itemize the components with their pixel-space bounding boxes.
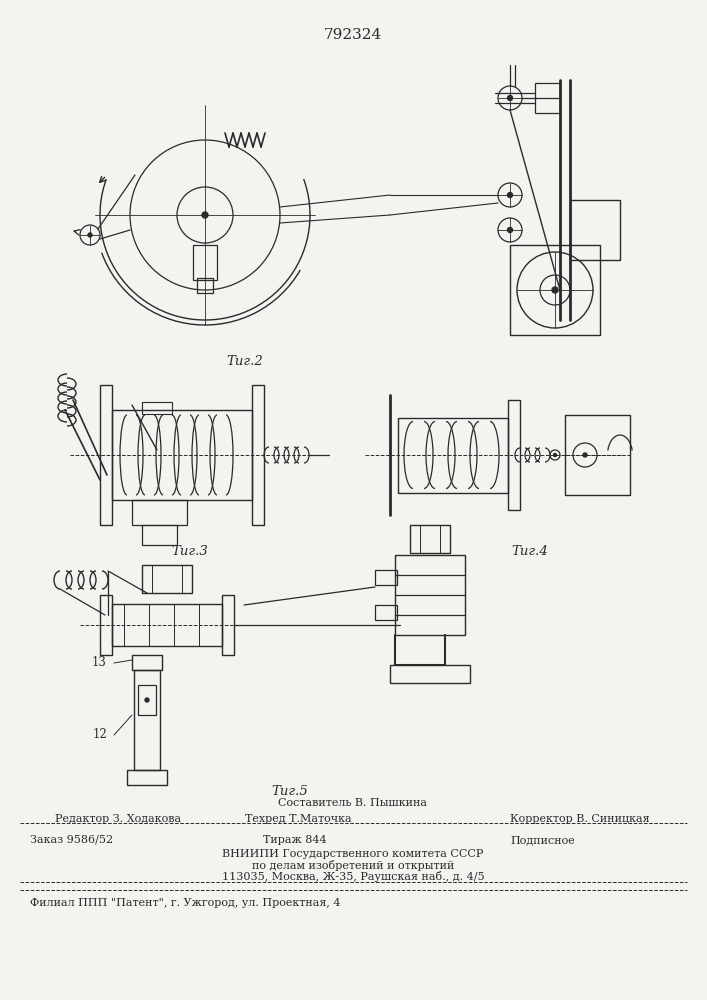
Text: 113035, Москва, Ж-35, Раушская наб., д. 4/5: 113035, Москва, Ж-35, Раушская наб., д. … bbox=[222, 871, 484, 882]
Bar bbox=[142, 402, 172, 414]
Text: Корректор В. Синицкая: Корректор В. Синицкая bbox=[510, 814, 650, 824]
Bar bbox=[127, 770, 167, 785]
Text: Тираж 844: Тираж 844 bbox=[263, 835, 327, 845]
Text: Заказ 9586/52: Заказ 9586/52 bbox=[30, 835, 113, 845]
Bar bbox=[252, 385, 264, 525]
Circle shape bbox=[552, 287, 558, 293]
Circle shape bbox=[508, 96, 513, 101]
Bar bbox=[410, 525, 450, 553]
Circle shape bbox=[508, 192, 513, 198]
Bar bbox=[535, 83, 560, 113]
Bar bbox=[132, 500, 187, 525]
Text: Техред Т.Маточка: Техред Т.Маточка bbox=[245, 814, 351, 824]
Text: 792324: 792324 bbox=[324, 28, 382, 42]
Bar bbox=[132, 655, 162, 670]
Text: Τиг.2: Τиг.2 bbox=[227, 355, 264, 368]
Bar bbox=[398, 418, 508, 493]
Bar bbox=[510, 245, 600, 335]
Bar bbox=[138, 685, 156, 715]
Bar bbox=[100, 385, 112, 525]
Text: Τиг.3: Τиг.3 bbox=[172, 545, 209, 558]
Text: Составитель В. Пышкина: Составитель В. Пышкина bbox=[279, 798, 428, 808]
Text: 13: 13 bbox=[92, 656, 107, 670]
Bar bbox=[112, 410, 252, 500]
Text: 12: 12 bbox=[92, 728, 107, 742]
Text: Τиг.5: Τиг.5 bbox=[271, 785, 308, 798]
Circle shape bbox=[88, 233, 92, 237]
Circle shape bbox=[202, 212, 208, 218]
Bar bbox=[197, 278, 213, 293]
Bar bbox=[112, 604, 222, 646]
Bar bbox=[142, 525, 177, 545]
Text: по делам изобретений и открытий: по делам изобретений и открытий bbox=[252, 860, 454, 871]
Bar bbox=[390, 665, 470, 683]
Circle shape bbox=[583, 453, 587, 457]
Text: ВНИИПИ Государственного комитета СССР: ВНИИПИ Государственного комитета СССР bbox=[222, 849, 484, 859]
Text: Филиал ППП "Патент", г. Ужгород, ул. Проектная, 4: Филиал ППП "Патент", г. Ужгород, ул. Про… bbox=[30, 898, 341, 908]
Text: Редактор З. Ходакова: Редактор З. Ходакова bbox=[55, 814, 181, 824]
Bar bbox=[395, 555, 465, 635]
Bar bbox=[100, 595, 112, 655]
Bar bbox=[508, 400, 520, 510]
Bar bbox=[142, 565, 192, 593]
Text: Τиг.4: Τиг.4 bbox=[512, 545, 549, 558]
Circle shape bbox=[554, 454, 556, 456]
Bar bbox=[565, 415, 630, 495]
Bar bbox=[570, 200, 620, 260]
Circle shape bbox=[508, 228, 513, 232]
Circle shape bbox=[145, 698, 149, 702]
Bar bbox=[222, 595, 234, 655]
Bar bbox=[134, 670, 160, 770]
Bar bbox=[375, 605, 397, 620]
Text: Подписное: Подписное bbox=[510, 835, 575, 845]
Bar bbox=[193, 245, 217, 280]
Bar bbox=[375, 570, 397, 585]
